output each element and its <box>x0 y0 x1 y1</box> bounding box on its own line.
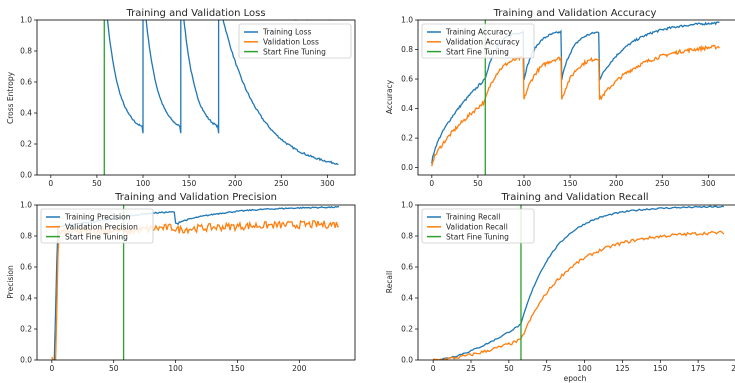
y-tick-label: 0.6 <box>401 75 413 84</box>
plot-frame <box>417 204 735 361</box>
y-tick-label: 0.8 <box>401 232 413 241</box>
y-tick-label: 1.0 <box>401 16 413 25</box>
y-tick-label: 0.6 <box>20 78 32 87</box>
x-tick-label: 300 <box>320 179 335 188</box>
chart-title: Training and Validation Loss <box>125 8 265 19</box>
x-tick-label: 100 <box>577 364 592 373</box>
y-tick-label: 0.6 <box>20 263 32 272</box>
x-tick-label: 0 <box>49 364 54 373</box>
y-axis-label: Precision <box>6 265 15 299</box>
x-tick-label: 20 <box>731 364 735 373</box>
y-tick-label: 0.6 <box>401 263 413 272</box>
x-tick-label: 150 <box>182 179 197 188</box>
x-tick-label: 50 <box>473 179 483 188</box>
chart-title: Training and Validation Recall <box>500 192 648 203</box>
y-tick-label: 0.8 <box>401 45 413 54</box>
x-tick-label: 150 <box>653 364 668 373</box>
legend-label: Training Precision <box>64 213 131 222</box>
x-tick-label: 200 <box>609 179 624 188</box>
x-tick-label: 300 <box>701 179 716 188</box>
y-axis-label: Cross Entropy <box>6 71 15 124</box>
precision-chart: Training and Validation Precision Precis… <box>6 192 356 373</box>
x-tick-label: 0 <box>431 364 436 373</box>
y-tick-label: 0.8 <box>20 47 32 56</box>
y-axis-label: Recall <box>385 271 394 293</box>
y-tick-label: 0.4 <box>20 109 32 118</box>
legend-label: Start Fine Tuning <box>263 47 326 56</box>
legend-label: Validation Accuracy <box>446 38 520 47</box>
x-tick-label: 200 <box>292 364 307 373</box>
chart-title: Training and Validation Accuracy <box>493 8 657 19</box>
y-tick-label: 1.0 <box>20 16 32 25</box>
x-tick-label: 50 <box>109 364 119 373</box>
y-tick-label: 0.0 <box>401 163 413 172</box>
x-tick-label: 150 <box>563 179 578 188</box>
x-tick-label: 0 <box>48 179 53 188</box>
x-tick-label: 250 <box>655 179 670 188</box>
x-tick-label: 175 <box>691 364 706 373</box>
x-tick-label: 25 <box>466 364 476 373</box>
legend-label: Start Fine Tuning <box>65 232 128 241</box>
plot-frame <box>36 19 356 176</box>
series-line-1 <box>431 44 720 167</box>
x-axis-label: epoch <box>564 374 587 383</box>
legend-label: Start Fine Tuning <box>446 232 509 241</box>
x-tick-label: 50 <box>504 364 514 373</box>
series-line-0 <box>431 21 720 164</box>
plot-frame <box>36 204 356 361</box>
legend-label: Validation Recall <box>446 223 508 232</box>
series-line-0 <box>106 20 339 165</box>
recall-chart: Training and Validation Recall Recall ep… <box>385 192 735 383</box>
x-tick-label: 100 <box>517 179 532 188</box>
legend-label: Training Loss <box>262 28 312 37</box>
x-tick-label: 150 <box>230 364 245 373</box>
x-tick-label: 250 <box>274 179 289 188</box>
x-tick-label: 100 <box>168 364 183 373</box>
y-tick-label: 0.8 <box>20 232 32 241</box>
legend-label: Training Recall <box>445 213 500 222</box>
series-line-0 <box>432 205 725 360</box>
y-tick-label: 0.4 <box>401 294 413 303</box>
plot-frame <box>417 19 735 176</box>
y-tick-label: 0.2 <box>401 325 413 334</box>
y-axis-label: Accuracy <box>385 79 394 114</box>
y-tick-label: 0.4 <box>401 104 413 113</box>
legend-label: Validation Loss <box>263 38 319 47</box>
x-tick-label: 125 <box>615 364 630 373</box>
legend-label: Validation Precision <box>65 223 138 232</box>
legend-label: Start Fine Tuning <box>446 47 509 56</box>
y-tick-label: 0.0 <box>20 171 32 180</box>
accuracy-chart: Training and Validation Accuracy Accurac… <box>385 8 735 188</box>
y-tick-label: 0.2 <box>20 140 32 149</box>
series-line-1 <box>432 230 725 360</box>
x-tick-label: 200 <box>228 179 243 188</box>
y-tick-label: 1.0 <box>20 201 32 210</box>
y-tick-label: 0.2 <box>20 325 32 334</box>
y-tick-label: 0.2 <box>401 134 413 143</box>
loss-chart: Training and Validation Loss Cross Entro… <box>6 8 356 188</box>
chart-title: Training and Validation Precision <box>114 192 277 203</box>
y-tick-label: 0.4 <box>20 294 32 303</box>
x-tick-label: 50 <box>92 179 102 188</box>
x-tick-label: 75 <box>542 364 552 373</box>
x-tick-label: 0 <box>429 179 434 188</box>
x-tick-label: 100 <box>136 179 151 188</box>
legend-label: Training Accuracy <box>445 28 513 37</box>
y-tick-label: 1.0 <box>401 201 413 210</box>
y-tick-label: 0.0 <box>20 356 32 365</box>
y-tick-label: 0.0 <box>401 356 413 365</box>
